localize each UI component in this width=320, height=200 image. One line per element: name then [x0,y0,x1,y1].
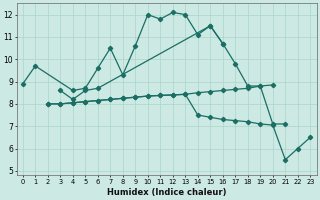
X-axis label: Humidex (Indice chaleur): Humidex (Indice chaleur) [107,188,226,197]
